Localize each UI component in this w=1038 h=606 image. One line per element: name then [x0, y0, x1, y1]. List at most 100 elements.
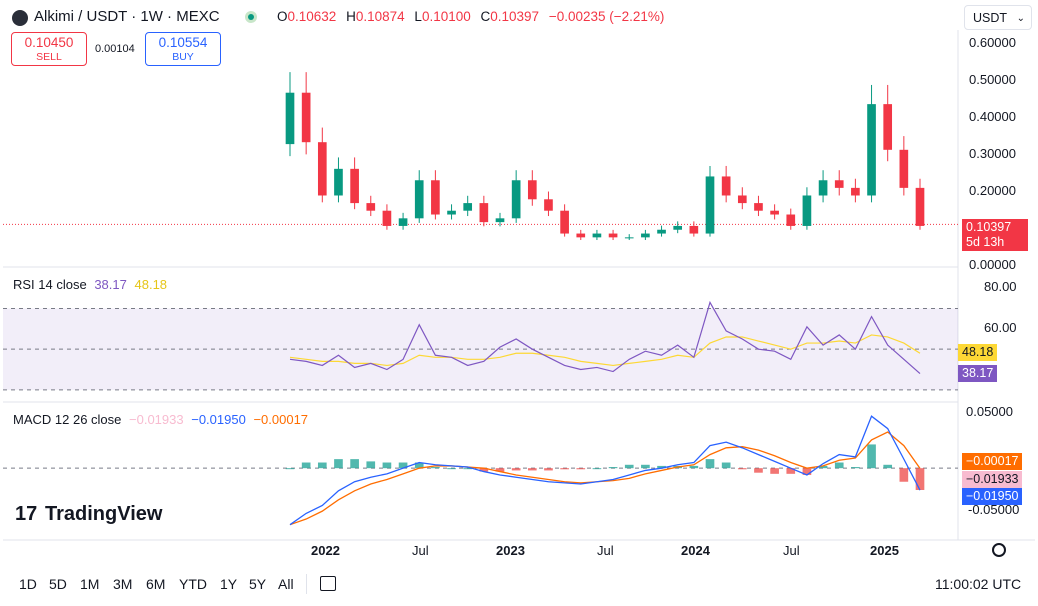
macd-line-value: −0.01950 [191, 412, 246, 427]
macd-histogram-bar [463, 468, 473, 470]
rsi-title: RSI 14 close [13, 277, 87, 292]
range-1y[interactable]: 1Y [220, 576, 238, 592]
clock[interactable]: 11:00:02 UTC [935, 576, 1022, 592]
rsi-ma-value: 48.18 [134, 277, 168, 292]
symbol-logo [12, 10, 28, 26]
buy-price: 0.10554 [158, 35, 208, 50]
rsi-legend[interactable]: RSI 14 close 38.17 48.18 [13, 277, 167, 292]
bar-countdown: 5d 13h [966, 235, 1005, 249]
macd-histogram-bar [737, 468, 747, 470]
range-5y[interactable]: 5Y [249, 576, 267, 592]
candle-body [544, 199, 553, 211]
time-axis-label: 2025 [870, 543, 899, 558]
macd-histogram-bar [705, 459, 715, 469]
candle-body [479, 203, 489, 223]
macd-line [289, 415, 921, 526]
range-1d[interactable]: 1D [19, 576, 37, 592]
macd-line-tag: −0.01950 [962, 488, 1023, 505]
price-axis-label: 0.00000 [969, 257, 1016, 272]
candle-body [641, 233, 650, 238]
rsi-pane [3, 300, 958, 391]
macd-hist-tag: −0.01933 [962, 471, 1023, 488]
macd-histogram-bar [915, 468, 925, 490]
macd-legend[interactable]: MACD 12 26 close −0.01933 −0.01950 −0.00… [13, 412, 308, 427]
calendar-goto-icon[interactable] [320, 576, 336, 591]
range-5d[interactable]: 5D [49, 576, 67, 592]
candle-body [705, 176, 715, 234]
brand-name: TradingView [45, 503, 163, 525]
macd-histogram-bar [350, 459, 359, 469]
price-axis-label: 0.60000 [969, 35, 1016, 50]
candle-body [899, 149, 909, 188]
time-axis-label: Jul [597, 543, 614, 558]
change-value: −0.00235 (−2.21%) [548, 9, 665, 24]
candle-body [398, 218, 408, 226]
range-ytd[interactable]: YTD [179, 576, 207, 592]
candle-body [301, 92, 311, 143]
macd-histogram-bar [592, 468, 602, 470]
candle-body [802, 195, 812, 226]
divider [306, 574, 307, 594]
macd-histogram-bar [447, 468, 456, 470]
candle-body [334, 168, 343, 196]
chevron-down-icon: ⌄ [1016, 13, 1025, 24]
open-value: 0.10632 [287, 9, 337, 24]
macd-signal-line [289, 431, 921, 526]
candle-body [737, 195, 747, 204]
candle-body [527, 180, 537, 200]
candle-body [786, 214, 796, 226]
candle-body [608, 233, 618, 238]
macd-histogram-bar [899, 468, 909, 482]
macd-hist-value: −0.01933 [129, 412, 184, 427]
macd-histogram-bar [721, 462, 731, 469]
macd-histogram-bar [495, 468, 505, 472]
macd-pane [3, 415, 958, 526]
macd-histogram-bar [527, 468, 537, 471]
price-axis-label: 0.20000 [969, 183, 1016, 198]
macd-histogram-bar [479, 468, 489, 472]
range-6m[interactable]: 6M [146, 576, 166, 592]
market-status-dot [245, 11, 257, 23]
candle-body [366, 203, 376, 211]
candle-body [657, 229, 666, 234]
macd-histogram-bar [366, 461, 376, 469]
range-3m[interactable]: 3M [113, 576, 133, 592]
macd-histogram-bar [802, 468, 812, 475]
candle-body [285, 92, 295, 145]
candle-body [495, 218, 505, 223]
candle-body [673, 225, 683, 230]
candle-body [511, 180, 521, 219]
price-axis-label: 0.40000 [969, 109, 1016, 124]
time-axis-label: Jul [412, 543, 429, 558]
sell-button[interactable]: 0.10450 SELL [11, 32, 87, 66]
range-1m[interactable]: 1M [80, 576, 100, 592]
candle-body [414, 180, 424, 219]
candle-body [560, 210, 569, 234]
high-value: 0.10874 [355, 9, 405, 24]
symbol-title[interactable]: Alkimi / USDT · 1W · MEXC [34, 8, 220, 25]
price-pane [3, 72, 958, 241]
candle-body [818, 180, 828, 196]
sell-price: 0.10450 [24, 35, 74, 50]
sell-label: SELL [36, 51, 62, 63]
candle-body [447, 210, 456, 215]
currency-select[interactable]: USDT ⌄ [964, 5, 1032, 30]
buy-label: BUY [172, 51, 194, 63]
candle-body [382, 210, 392, 226]
range-all[interactable]: All [278, 576, 294, 592]
time-axis-label: 2024 [681, 543, 710, 558]
last-price-tag: 0.10397 5d 13h [962, 219, 1028, 251]
low-value: 0.10100 [421, 9, 471, 24]
high-key: H [346, 9, 356, 24]
macd-histogram-bar [398, 462, 408, 469]
price-axis-label: 0.50000 [969, 72, 1016, 87]
spread-value: 0.00104 [95, 43, 135, 55]
low-key: L [414, 9, 422, 24]
candle-body [915, 187, 925, 226]
settings-gear-icon[interactable] [992, 543, 1006, 557]
tv-mark-icon: 17 [15, 503, 38, 525]
macd-histogram-bar [867, 444, 876, 469]
buy-button[interactable]: 0.10554 BUY [145, 32, 221, 66]
rsi-value-tag: 38.17 [958, 365, 998, 382]
